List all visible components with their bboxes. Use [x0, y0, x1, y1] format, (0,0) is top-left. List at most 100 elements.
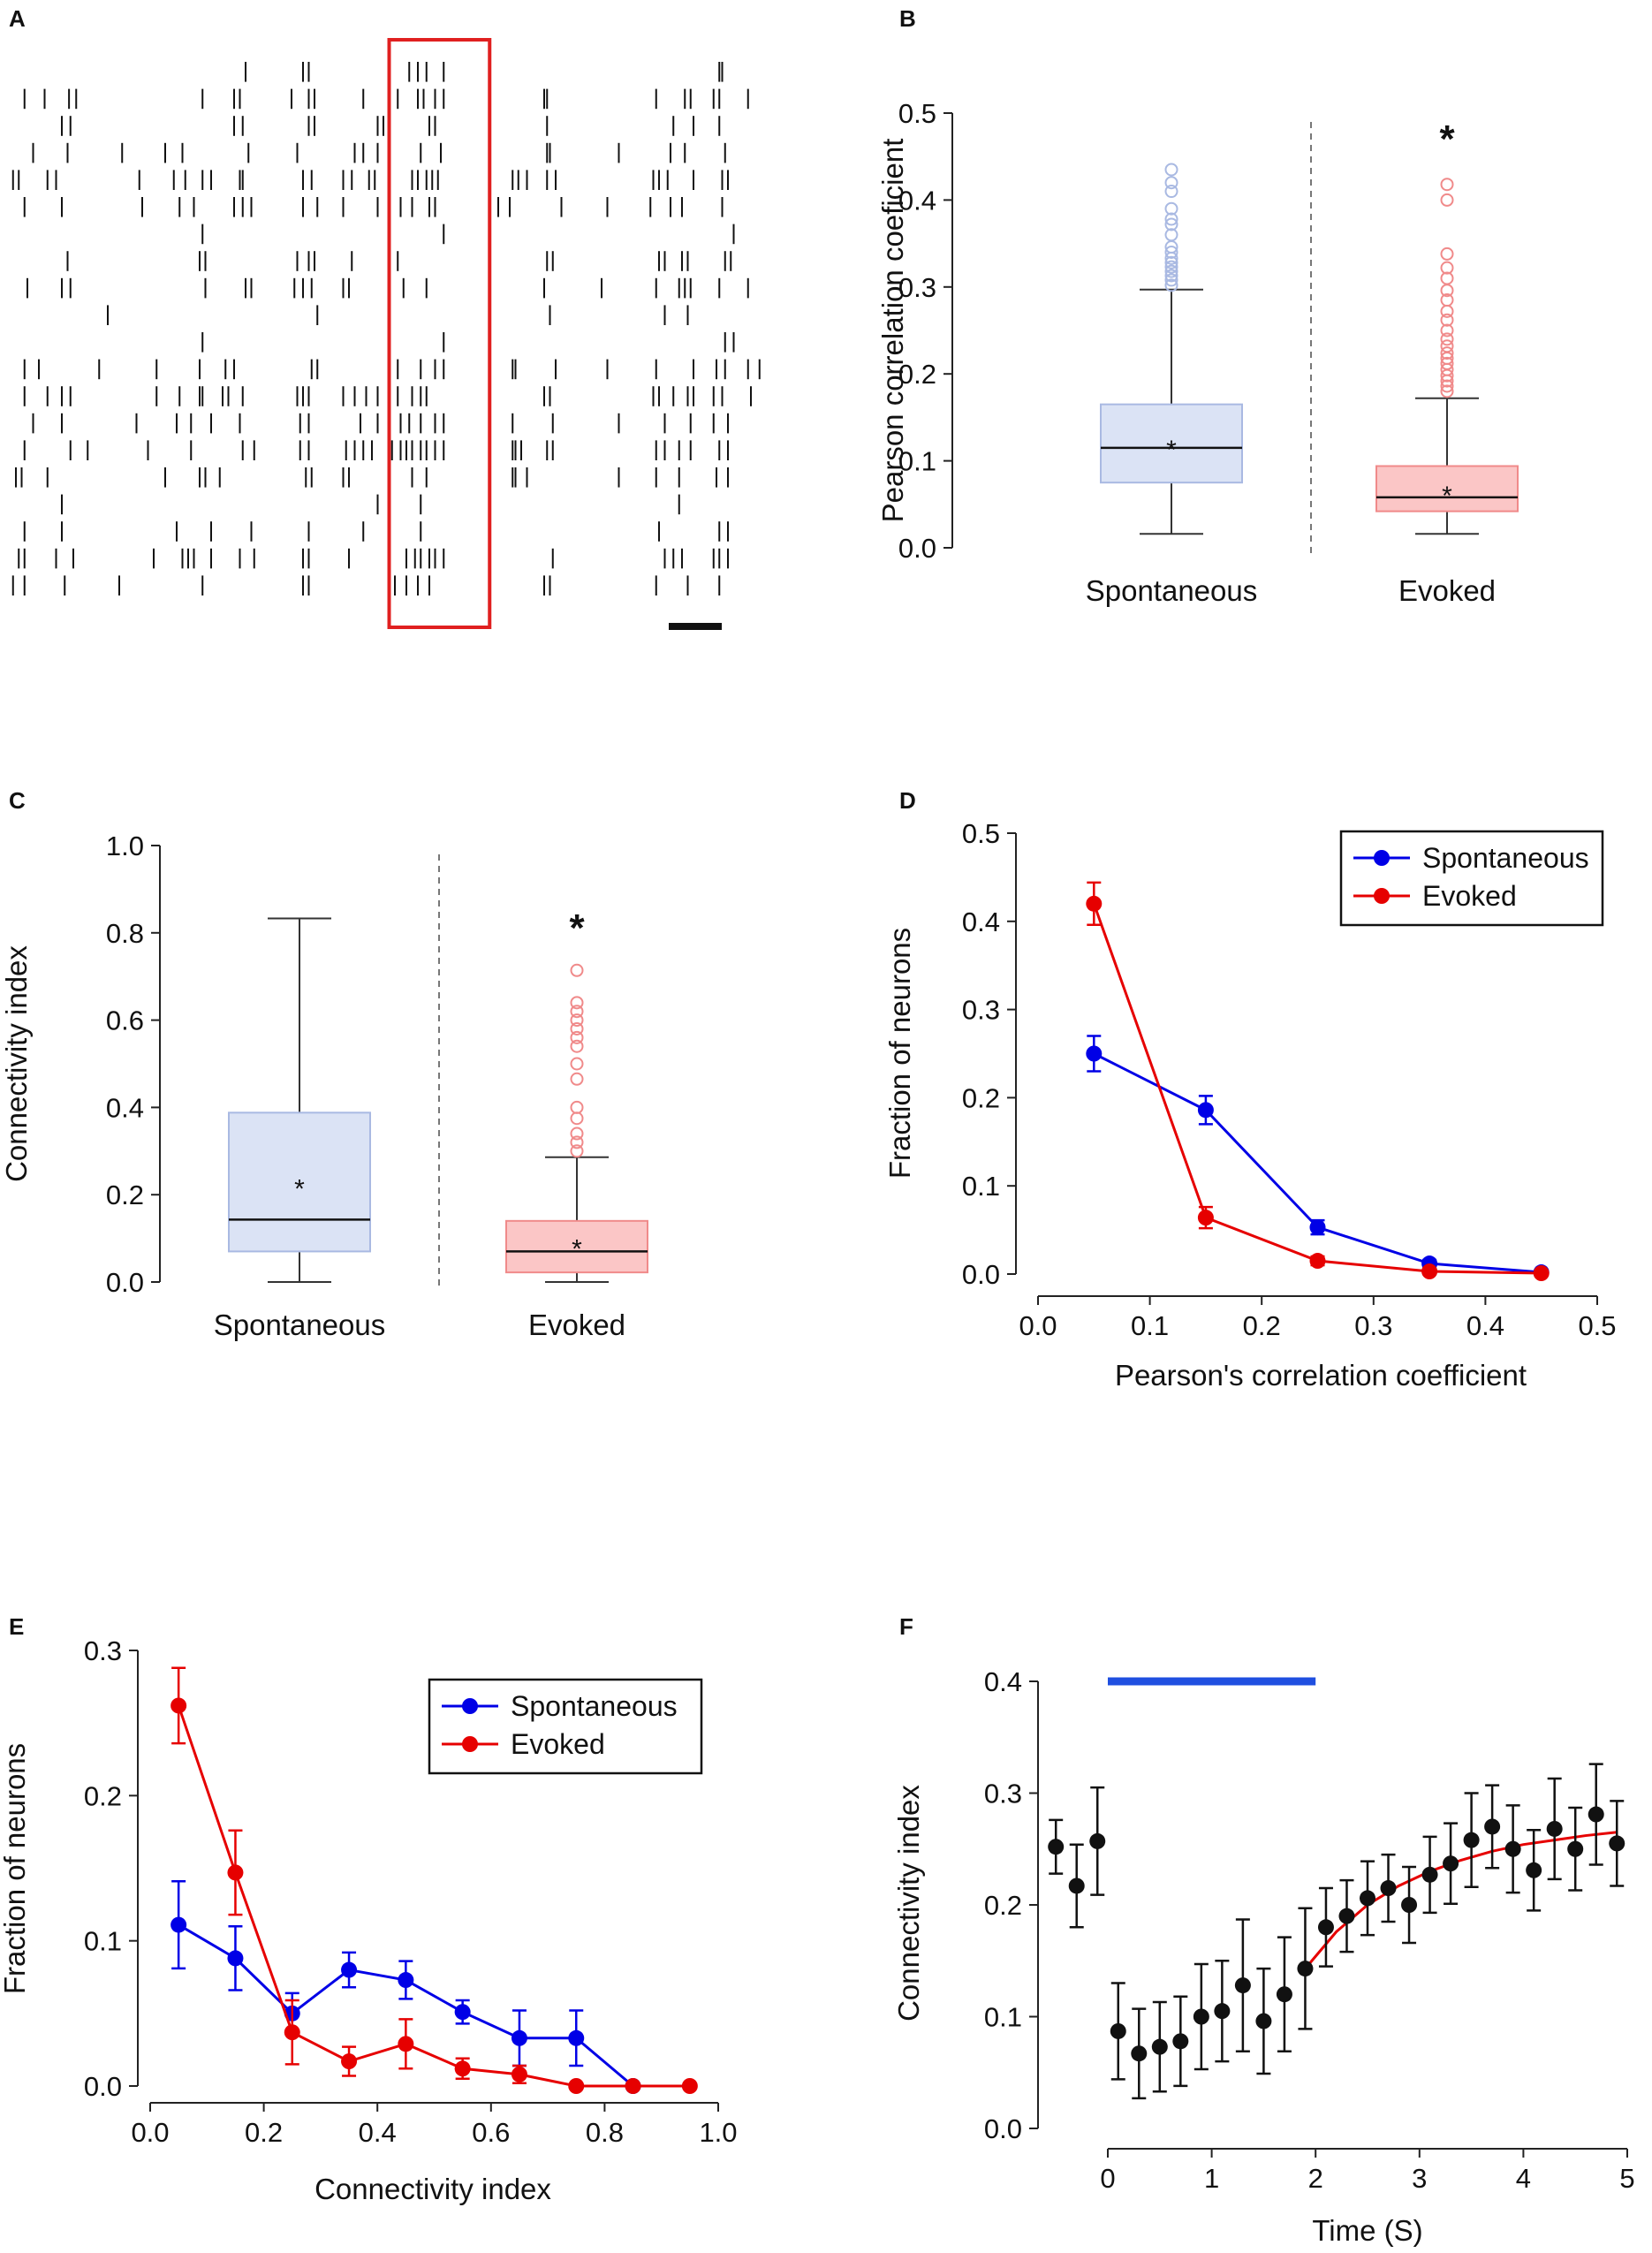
data-point	[1567, 1840, 1584, 1857]
y-tick-label: 0.4	[984, 1666, 1022, 1697]
outlier-point	[1440, 384, 1454, 398]
data-point	[1214, 2003, 1231, 2020]
panel-b-boxplot: 0.0 0.1 0.2 0.3 0.4 0.5 Pearson correlation co…	[876, 98, 1519, 607]
x-tick-label: 0.6	[472, 2117, 510, 2148]
outlier-point	[1440, 261, 1454, 275]
y-axis-label: Connectivity index	[892, 1785, 925, 2022]
outlier-point	[1164, 201, 1178, 216]
category-label: Evoked	[1398, 574, 1496, 607]
y-tick-label: 0.0	[898, 533, 936, 564]
x-tick-label: 0.4	[1466, 1310, 1504, 1341]
y-tick-label: 0.4	[962, 907, 1000, 937]
data-point	[1360, 1890, 1375, 1907]
x-axis-label: Time (S)	[1312, 2214, 1422, 2247]
data-point	[1546, 1820, 1563, 1837]
category-label: Spontaneous	[1086, 574, 1258, 607]
outlier-point	[570, 1135, 584, 1149]
outlier-point	[1440, 339, 1454, 353]
data-point	[1309, 1219, 1326, 1236]
series-line-spontaneous	[1093, 1052, 1542, 1274]
outlier-point	[1164, 163, 1178, 177]
outlier-point	[1440, 332, 1454, 346]
mean-marker: *	[1166, 436, 1177, 465]
legend-box	[428, 1678, 703, 1775]
outlier-point	[570, 1126, 584, 1141]
outlier-point	[570, 1013, 584, 1028]
y-tick-label: 0.0	[962, 1259, 1000, 1290]
outlier-point	[570, 1144, 584, 1158]
data-point	[398, 1972, 414, 1989]
data-point	[1504, 1840, 1521, 1857]
panel-d-line-chart: 0.0 0.1 0.2 0.3 0.4 0.5 Fraction of neurons 0.0…	[883, 818, 1617, 1392]
y-tick-label: 0.2	[984, 1890, 1022, 1921]
data-point	[1276, 1986, 1292, 2003]
y-tick-label: 0.3	[84, 1635, 122, 1666]
outlier-point	[570, 1072, 584, 1086]
x-tick-label: 0.3	[1354, 1310, 1392, 1341]
data-point	[1309, 1253, 1326, 1270]
data-point	[1068, 1878, 1085, 1894]
outlier-point	[1440, 323, 1454, 338]
x-tick-label: 1.0	[699, 2117, 737, 2148]
data-point	[1086, 895, 1103, 912]
panel-label-f: F	[899, 1613, 913, 1640]
data-point	[1609, 1835, 1625, 1852]
outlier-point	[1164, 176, 1178, 190]
data-point	[681, 2078, 698, 2094]
data-point	[1297, 1961, 1314, 1977]
y-tick-label: 0.1	[962, 1171, 1000, 1202]
y-tick-label: 0.1	[898, 446, 936, 477]
outlier-point	[1440, 346, 1454, 360]
legend-label-spontaneous: Spontaneous	[1422, 842, 1589, 874]
outlier-point	[1440, 193, 1454, 207]
data-point	[1151, 2038, 1168, 2055]
data-point	[1193, 2008, 1209, 2025]
y-tick-label: 0.2	[84, 1780, 122, 1811]
series-line-evoked	[1092, 903, 1542, 1275]
box-evoked	[1375, 465, 1519, 512]
data-point	[1089, 1832, 1106, 1849]
legend-label-spontaneous: Spontaneous	[511, 1690, 678, 1722]
y-tick-label: 0.1	[84, 1926, 122, 1957]
data-point	[1443, 1855, 1459, 1872]
legend-marker	[1374, 850, 1390, 866]
outlier-point	[1440, 313, 1454, 327]
data-point	[454, 2004, 471, 2021]
outlier-point	[1164, 228, 1178, 242]
fit-curve	[1304, 1831, 1618, 1970]
panel-label-e: E	[9, 1613, 24, 1640]
data-point	[1421, 1866, 1438, 1883]
data-point	[625, 2078, 641, 2094]
y-tick-label: 0.0	[984, 2113, 1022, 2144]
y-tick-label: 0.8	[106, 918, 144, 949]
highlight-window	[387, 38, 492, 629]
y-axis-label: Pearson correlation coeficient	[876, 139, 909, 523]
panel-label-c: C	[9, 787, 26, 814]
y-tick-label: 0.3	[962, 995, 1000, 1026]
x-axis-label: Pearson's correlation coefficient	[1115, 1359, 1527, 1392]
category-label: Evoked	[528, 1309, 625, 1341]
x-tick-label: 0.4	[359, 2117, 397, 2148]
significance-marker: *	[569, 907, 585, 950]
data-point	[341, 2053, 358, 2070]
mean-marker: *	[572, 1235, 582, 1264]
outlier-point	[1164, 273, 1178, 287]
outlier-point	[1164, 278, 1178, 292]
data-point	[398, 2036, 414, 2052]
outlier-point	[1164, 260, 1178, 274]
data-point	[511, 2029, 527, 2046]
data-point	[1131, 2045, 1148, 2062]
outlier-point	[1164, 255, 1178, 269]
legend-marker	[462, 1698, 478, 1714]
y-axis-label: Fraction of neurons	[883, 928, 916, 1179]
x-tick-label: 0	[1100, 2163, 1115, 2194]
outlier-point	[1164, 245, 1178, 259]
x-tick-label: 0.0	[1019, 1310, 1057, 1341]
data-point	[1086, 1045, 1103, 1062]
panel-f-scatter: 0.0 0.1 0.2 0.3 0.4 Connectivity index 0 1 2 3 4 5 T…	[892, 1666, 1635, 2247]
outlier-point	[1440, 356, 1454, 370]
outlier-point	[1164, 269, 1178, 283]
outlier-point	[1164, 212, 1178, 226]
y-tick-label: 0.2	[106, 1180, 144, 1210]
data-point	[1110, 2022, 1126, 2039]
